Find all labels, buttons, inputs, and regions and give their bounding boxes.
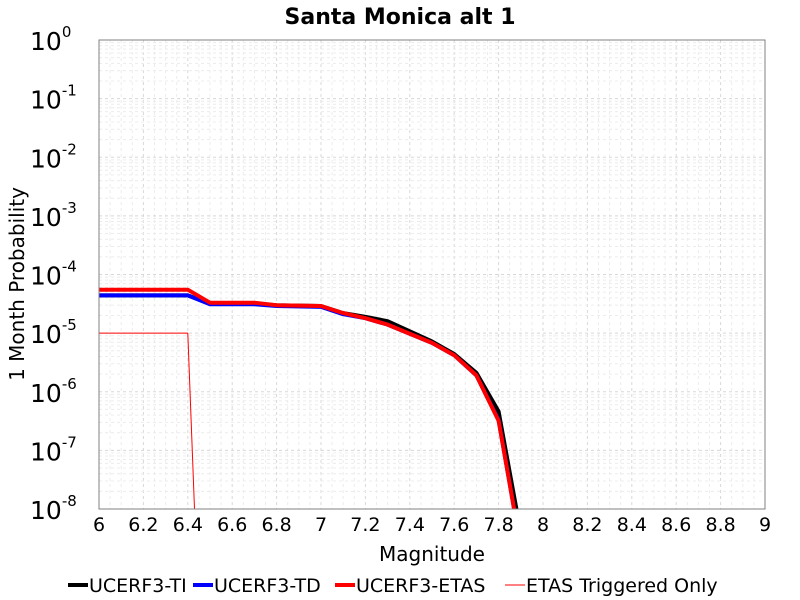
x-tick-label: 8: [537, 514, 549, 536]
x-tick-label: 6.2: [128, 514, 158, 536]
legend-label: UCERF3-ETAS: [356, 575, 485, 597]
y-tick-label: 10-6: [30, 375, 77, 408]
x-tick-label: 6: [93, 514, 105, 536]
x-tick-label: 7.8: [483, 514, 513, 536]
series-line-ucerf3-etas: [99, 287, 517, 510]
series-line-etas-triggered-only: [99, 332, 195, 510]
x-tick-label: 7.4: [395, 514, 425, 536]
x-tick-label: 8.6: [661, 514, 691, 536]
x-tick-label: 6.6: [217, 514, 247, 536]
x-tick-label: 9: [759, 514, 771, 536]
legend: UCERF3-TI UCERF3-TD UCERF3-ETAS ETAS Trigge…: [68, 575, 718, 597]
legend-label: UCERF3-TD: [214, 575, 321, 597]
y-tick-label: 10-5: [30, 316, 77, 349]
y-tick-label: 10-2: [30, 140, 77, 173]
grid: [99, 40, 765, 509]
x-axis-ticks: 6 6.2 6.4 6.6 6.8 7 7.2 7.4 7.6 7.8 8 8.2 8.4 8.6 8.8 9: [93, 514, 771, 536]
y-tick-label: 10-4: [30, 258, 77, 291]
x-tick-label: 7.2: [350, 514, 380, 536]
x-tick-label: 7.6: [439, 514, 469, 536]
y-tick-label: 100: [30, 23, 71, 56]
legend-label: UCERF3-TI: [89, 575, 187, 597]
plot-border: [98, 39, 766, 510]
y-tick-label: 10-1: [30, 82, 77, 115]
x-tick-label: 8.2: [572, 514, 602, 536]
y-axis-label: 1 Month Probability: [5, 187, 29, 381]
y-tick-label: 10-7: [30, 433, 77, 466]
x-axis-label: Magnitude: [379, 542, 485, 566]
x-tick-label: 7: [315, 514, 327, 536]
x-tick-label: 6.8: [261, 514, 291, 536]
x-tick-label: 8.4: [617, 514, 647, 536]
y-tick-label: 10-3: [30, 199, 77, 232]
y-tick-label: 10-8: [30, 492, 77, 525]
series-group: [99, 287, 519, 510]
legend-label: ETAS Triggered Only: [526, 575, 718, 597]
x-tick-label: 8.8: [705, 514, 735, 536]
x-tick-label: 6.4: [173, 514, 203, 536]
chart-title: Santa Monica alt 1: [285, 5, 516, 30]
y-axis-ticks: 100 10-1 10-2 10-3 10-4 10-5 10-6 10-7 10-8: [30, 23, 77, 525]
